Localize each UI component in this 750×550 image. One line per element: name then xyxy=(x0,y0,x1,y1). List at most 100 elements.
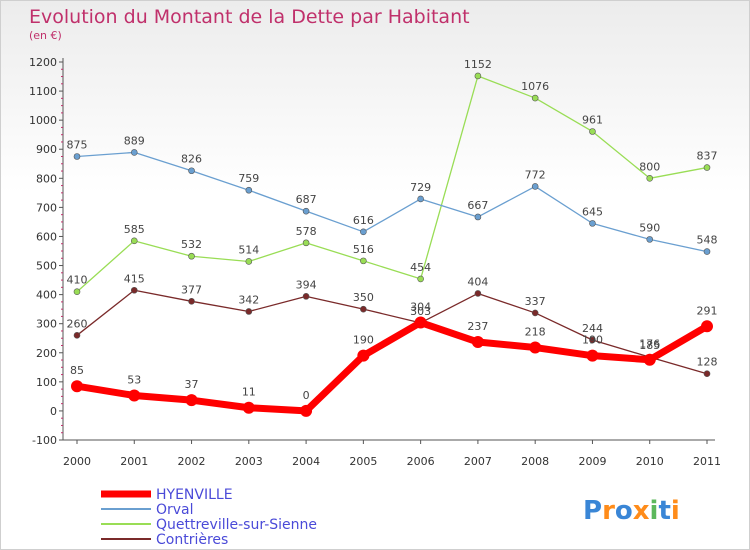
y-tick-label: 300 xyxy=(36,318,57,331)
data-label: 875 xyxy=(67,139,88,152)
y-tick-label: 600 xyxy=(36,230,57,243)
y-tick-label: 800 xyxy=(36,172,57,185)
data-point xyxy=(646,175,654,182)
data-label: 645 xyxy=(582,205,603,218)
data-point xyxy=(188,252,195,260)
data-point xyxy=(302,207,310,215)
data-point xyxy=(71,380,83,393)
data-label: 532 xyxy=(181,238,202,251)
data-label: 350 xyxy=(353,291,374,304)
data-point xyxy=(245,186,253,194)
data-point xyxy=(643,353,656,366)
series-line-2 xyxy=(76,75,708,293)
data-label: 729 xyxy=(410,181,431,194)
data-label: 190 xyxy=(582,334,603,347)
data-point xyxy=(589,220,596,227)
data-label: 548 xyxy=(697,234,718,247)
data-point xyxy=(531,309,539,317)
data-point xyxy=(130,149,138,156)
data-label: 410 xyxy=(67,274,88,287)
data-label: 514 xyxy=(238,243,259,256)
data-label: 1076 xyxy=(521,80,549,93)
data-point xyxy=(703,164,711,171)
proxiti-logo: Proxiti xyxy=(583,496,680,526)
data-point xyxy=(703,248,711,255)
data-label: 185 xyxy=(639,339,660,352)
x-tick-label: 2011 xyxy=(693,455,721,468)
data-point xyxy=(188,298,195,305)
data-label: 244 xyxy=(582,322,603,335)
data-point xyxy=(646,236,654,243)
y-tick-label: 1100 xyxy=(29,85,57,98)
y-tick-label: 900 xyxy=(36,143,57,156)
data-label: 404 xyxy=(467,275,488,288)
data-label: 415 xyxy=(124,272,145,285)
x-tick-label: 2008 xyxy=(521,455,549,468)
data-point xyxy=(188,167,195,175)
data-point xyxy=(245,308,253,315)
data-point xyxy=(417,275,424,283)
data-label: 342 xyxy=(238,293,259,306)
data-point xyxy=(130,237,138,245)
y-tick-label: -100 xyxy=(32,434,57,447)
data-point xyxy=(302,293,310,300)
x-tick-label: 2002 xyxy=(178,455,206,468)
data-label: 687 xyxy=(296,193,317,206)
data-label: 889 xyxy=(124,134,145,147)
data-point xyxy=(128,389,141,402)
x-tick-label: 2010 xyxy=(636,455,664,468)
y-tick-label: 500 xyxy=(36,260,57,273)
legend-label: Orval xyxy=(156,502,194,518)
chart-subtitle: (en €) xyxy=(29,29,62,42)
data-point xyxy=(703,370,711,378)
data-label: 837 xyxy=(697,150,718,163)
data-point xyxy=(474,290,482,297)
x-tick-label: 2000 xyxy=(63,455,91,468)
data-label: 218 xyxy=(525,326,546,339)
x-tick-label: 2005 xyxy=(349,455,377,468)
data-label: 303 xyxy=(410,305,431,318)
data-point xyxy=(242,401,255,414)
data-label: 53 xyxy=(127,374,141,387)
data-point xyxy=(130,286,138,294)
data-label: 759 xyxy=(238,172,259,185)
data-point xyxy=(360,305,367,313)
data-point xyxy=(701,320,713,333)
data-point xyxy=(185,394,198,407)
data-label: 85 xyxy=(70,364,84,377)
data-label: 772 xyxy=(525,168,546,181)
data-label: 377 xyxy=(181,283,202,296)
data-label: 578 xyxy=(296,225,317,238)
legend-label: HYENVILLE xyxy=(156,487,233,503)
data-point xyxy=(474,72,482,80)
data-point xyxy=(531,94,539,102)
data-label: 337 xyxy=(525,295,546,308)
y-tick-label: 400 xyxy=(36,289,57,302)
data-point xyxy=(529,341,542,354)
data-label: 800 xyxy=(639,160,660,173)
data-point xyxy=(73,332,81,339)
series-line-1 xyxy=(76,151,708,253)
data-label: 1152 xyxy=(464,58,492,71)
data-label: 667 xyxy=(467,199,488,212)
series-layer xyxy=(71,72,713,417)
data-label: 190 xyxy=(353,334,374,347)
data-label: 0 xyxy=(303,389,310,402)
data-labels-layer: 410 585 532 514 578 516 454 1152 1076 961 800 837 87… xyxy=(67,58,718,402)
data-point xyxy=(586,349,599,362)
data-label: 304 xyxy=(410,301,431,314)
data-label: 454 xyxy=(410,261,431,274)
logo-text: Proxiti xyxy=(583,496,680,526)
data-label: 37 xyxy=(185,378,199,391)
data-point xyxy=(417,195,424,203)
data-label: 590 xyxy=(639,221,660,234)
data-point xyxy=(302,239,310,247)
data-label: 826 xyxy=(181,153,202,166)
data-point xyxy=(245,258,253,265)
data-point xyxy=(360,257,367,265)
data-point xyxy=(360,228,367,236)
data-point xyxy=(414,316,427,329)
data-point xyxy=(357,349,370,362)
